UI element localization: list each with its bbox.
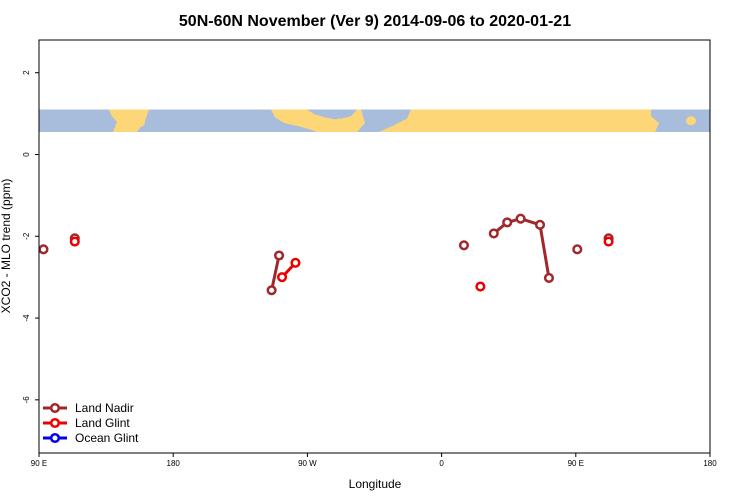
series-0-point-5-0 xyxy=(572,244,583,255)
map-ocean-1 xyxy=(39,109,117,133)
map-island-2 xyxy=(334,118,344,128)
series-0-point-4-3 xyxy=(534,219,546,230)
y-axis-label: XCO2 - MLO trend (ppm) xyxy=(0,179,13,314)
series-1-point-1-1 xyxy=(290,257,301,268)
x-tick-label-3: 0 xyxy=(439,459,444,468)
y-tick-label-3: -4 xyxy=(22,314,31,322)
series-1-point-1-0 xyxy=(277,272,288,283)
series-0-point-2-1 xyxy=(274,250,285,261)
x-axis-label: Longitude xyxy=(349,477,402,491)
legend-label-0: Land Nadir xyxy=(75,401,134,415)
y-axis: 2 0 -2 -4 -6 xyxy=(22,70,39,403)
x-tick-label-1: 180 xyxy=(167,459,181,468)
y-tick-label-0: 2 xyxy=(22,70,31,75)
map-ocean-3 xyxy=(307,109,357,120)
x-tick-label-4: 90 E xyxy=(568,459,584,468)
series-0-line-2 xyxy=(270,255,281,291)
x-axis: 90 E 180 90 W 0 90 E 180 xyxy=(31,453,717,468)
legend-swatch-point-1 xyxy=(49,417,61,429)
series-0-point-0-0 xyxy=(39,244,49,255)
y-tick-label-4: -6 xyxy=(22,396,31,404)
series-1-point-0-0 xyxy=(69,236,80,247)
series-1-point-3-0 xyxy=(603,236,614,247)
map-island-1 xyxy=(133,116,145,128)
series-0-point-3-0 xyxy=(458,240,470,251)
series-1-point-2-0 xyxy=(475,281,486,292)
map-land-masses xyxy=(39,109,710,133)
plot-frame xyxy=(38,39,711,454)
x-tick-label-2: 90 W xyxy=(298,459,317,468)
series-0-point-4-0 xyxy=(488,228,499,239)
data-marks xyxy=(39,213,614,296)
series-0-point-4-1 xyxy=(502,217,513,228)
y-tick-label-1: 0 xyxy=(22,152,31,157)
series-0-point-4-4 xyxy=(543,272,555,284)
map-island-3 xyxy=(686,116,696,126)
map-ocean-2 xyxy=(137,109,317,133)
legend-swatch-point-2 xyxy=(49,432,61,444)
legend-swatch-point-0 xyxy=(49,402,61,414)
x-tick-label-0: 90 E xyxy=(31,459,47,468)
legend-label-2: Ocean Glint xyxy=(75,431,139,445)
map-ocean-4 xyxy=(357,109,411,133)
y-tick-label-2: -2 xyxy=(22,232,31,240)
series-0-point-4-2 xyxy=(515,213,526,224)
map-ocean-5 xyxy=(651,109,710,133)
series-0-point-2-0 xyxy=(266,285,277,296)
x-tick-label-5: 180 xyxy=(703,459,717,468)
chart-title: 50N-60N November (Ver 9) 2014-09-06 to 2… xyxy=(179,13,571,30)
legend-label-1: Land Glint xyxy=(75,416,130,430)
world-map-band xyxy=(39,109,710,133)
